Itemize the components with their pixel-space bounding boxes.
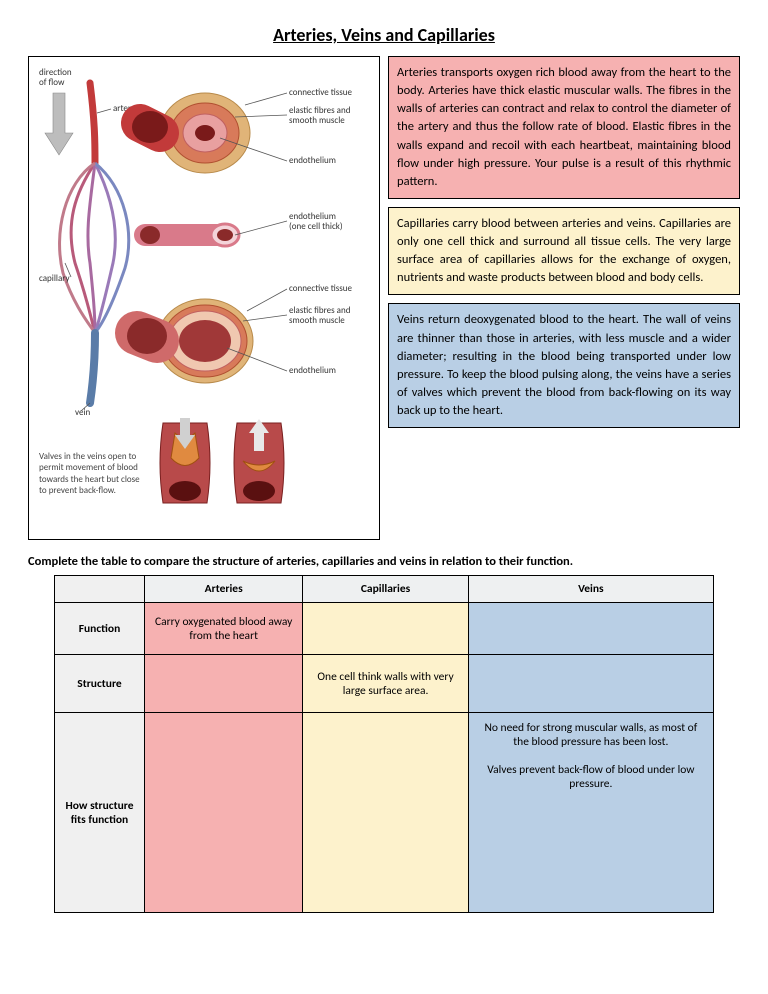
svg-text:smooth muscle: smooth muscle (289, 115, 345, 126)
table-instruction: Complete the table to compare the struct… (28, 554, 740, 569)
table-row: How structure fits function No need for … (55, 713, 714, 913)
veins-info-box: Veins return deoxygenated blood to the h… (388, 303, 740, 428)
arteries-info-box: Arteries transports oxygen rich blood aw… (388, 56, 740, 199)
corner-cell (55, 576, 145, 603)
cell-function-veins (468, 603, 713, 655)
svg-text:vein: vein (75, 407, 91, 418)
svg-text:(one cell thick): (one cell thick) (289, 221, 343, 232)
svg-text:smooth muscle: smooth muscle (289, 315, 345, 326)
vessel-diagram: direction of flow artery capillary vein (35, 63, 373, 533)
row-label-fit: How structure fits function (55, 713, 145, 913)
capillary-section-icon (140, 224, 239, 246)
valve-open-icon (160, 418, 210, 503)
svg-text:connective tissue: connective tissue (289, 87, 353, 98)
page-title: Arteries, Veins and Capillaries (28, 24, 740, 46)
col-header-arteries: Arteries (145, 576, 303, 603)
valves-caption: Valves in the veins open to permit movem… (39, 451, 149, 496)
vessel-network-icon (60, 83, 129, 403)
svg-text:endothelium: endothelium (289, 155, 336, 166)
svg-text:endothelium: endothelium (289, 365, 336, 376)
cell-structure-arteries (145, 655, 303, 713)
cell-structure-veins (468, 655, 713, 713)
vein-cross-section-icon (127, 299, 253, 383)
valve-closed-icon (234, 419, 284, 503)
col-header-capillaries: Capillaries (303, 576, 468, 603)
cell-structure-capillaries: One cell think walls with very large sur… (303, 655, 468, 713)
svg-text:capillary: capillary (39, 273, 70, 284)
cell-function-capillaries (303, 603, 468, 655)
table-row: Structure One cell think walls with very… (55, 655, 714, 713)
capillaries-info-box: Capillaries carry blood between arteries… (388, 207, 740, 296)
artery-cross-section-icon (132, 93, 250, 173)
svg-text:of flow: of flow (39, 77, 65, 88)
table-row: Function Carry oxygenated blood away fro… (55, 603, 714, 655)
row-label-structure: Structure (55, 655, 145, 713)
cell-fit-capillaries (303, 713, 468, 913)
row-label-function: Function (55, 603, 145, 655)
info-column: Arteries transports oxygen rich blood aw… (388, 56, 740, 540)
cell-function-arteries: Carry oxygenated blood away from the hea… (145, 603, 303, 655)
svg-text:connective tissue: connective tissue (289, 283, 353, 294)
cell-fit-arteries (145, 713, 303, 913)
table-header-row: Arteries Capillaries Veins (55, 576, 714, 603)
diagram-panel: direction of flow artery capillary vein (28, 56, 380, 540)
col-header-veins: Veins (468, 576, 713, 603)
comparison-table: Arteries Capillaries Veins Function Carr… (54, 575, 714, 913)
top-section: direction of flow artery capillary vein (28, 56, 740, 540)
cell-fit-veins: No need for strong muscular walls, as mo… (468, 713, 713, 913)
